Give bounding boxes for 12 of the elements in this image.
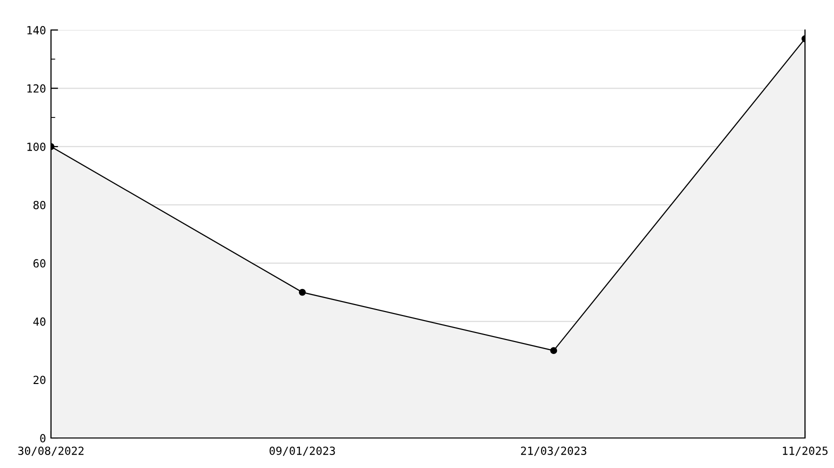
x-tick-label: 09/01/2023 <box>270 446 335 456</box>
y-tick-label: 140 <box>27 26 46 34</box>
y-tick-label: 100 <box>27 142 46 151</box>
y-tick-label: 0 <box>40 434 46 442</box>
x-tick-label: 30/08/2022 <box>18 446 84 456</box>
y-tick-label: 80 <box>33 200 46 210</box>
x-tick-label: 21/03/2023 <box>521 446 586 456</box>
y-tick-label: 40 <box>33 317 46 326</box>
x-tick-label: 11/2025 <box>782 446 828 456</box>
y-tick-label: 20 <box>34 376 46 384</box>
y-tick-label: 60 <box>33 259 46 268</box>
y-tick-label: 120 <box>27 84 46 93</box>
